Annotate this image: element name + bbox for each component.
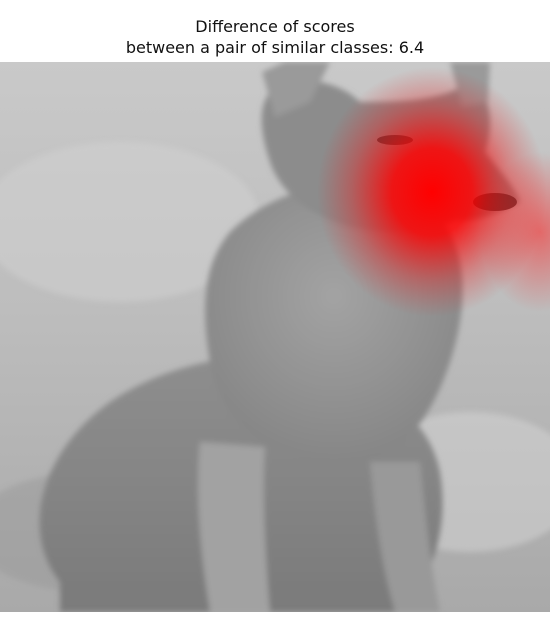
title-line-2: between a pair of similar classes: 6.4	[125, 38, 425, 57]
title-line-1: Difference of scores	[195, 17, 355, 36]
figure-title: Difference of scores between a pair of s…	[0, 16, 550, 58]
heatmap-image	[0, 62, 550, 612]
saliency-secondary	[480, 152, 550, 312]
